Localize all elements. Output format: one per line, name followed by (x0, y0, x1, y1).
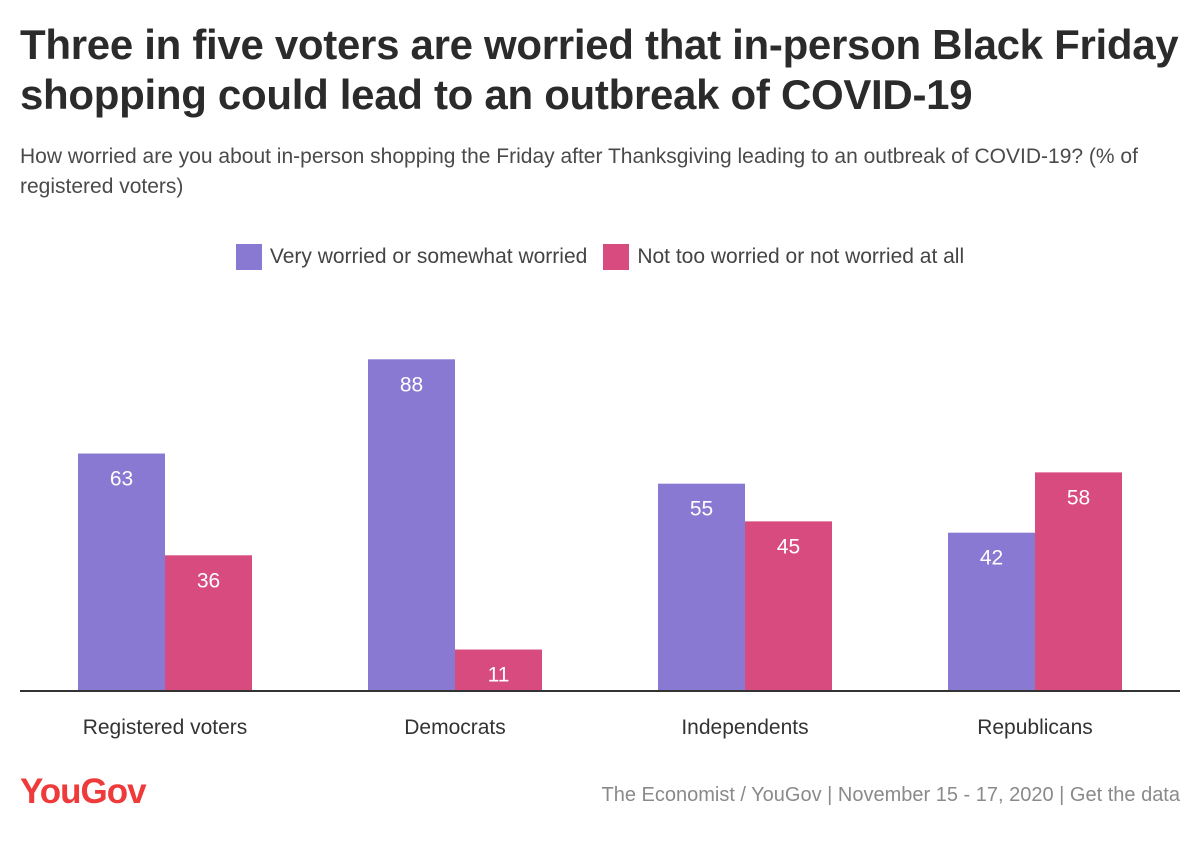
data-label: 11 (488, 664, 510, 687)
chart-title: Three in five voters are worried that in… (20, 21, 1179, 118)
bar-worried (658, 483, 745, 691)
yougov-logo: YouGov (20, 772, 147, 811)
legend-swatch-not-worried (603, 244, 630, 270)
legend-label-worried: Very worried or somewhat worried (269, 245, 588, 268)
data-label: 58 (1067, 486, 1090, 509)
legend-swatch-worried (235, 244, 262, 270)
bar-worried (368, 359, 455, 691)
legend: Very worried or somewhat worried Not too… (0, 244, 1200, 270)
bar-not-worried (745, 521, 832, 691)
legend-item-not-worried: Not too worried or not worried at all (603, 244, 964, 270)
category-label: Republicans (977, 716, 1093, 739)
bar-not-worried (165, 555, 252, 691)
chart-subtitle: How worried are you about in-person shop… (20, 145, 1138, 198)
source-note: The Economist / YouGov | November 15 - 1… (601, 784, 1180, 806)
data-label: 36 (197, 569, 220, 592)
data-label: 55 (690, 498, 713, 521)
data-label: 45 (777, 535, 800, 558)
category-label: Independents (681, 716, 808, 739)
data-label: 88 (400, 373, 423, 396)
bar-not-worried (1035, 472, 1122, 691)
data-label: 63 (110, 468, 133, 491)
legend-item-worried: Very worried or somewhat worried (235, 244, 588, 270)
category-label: Democrats (404, 716, 506, 739)
category-label: Registered voters (83, 716, 248, 739)
bar-not-worried (455, 649, 542, 691)
data-label: 42 (980, 547, 1003, 570)
legend-label-not-worried: Not too worried or not worried at all (637, 245, 965, 268)
bar-worried (948, 532, 1035, 691)
bar-worried (78, 453, 165, 691)
